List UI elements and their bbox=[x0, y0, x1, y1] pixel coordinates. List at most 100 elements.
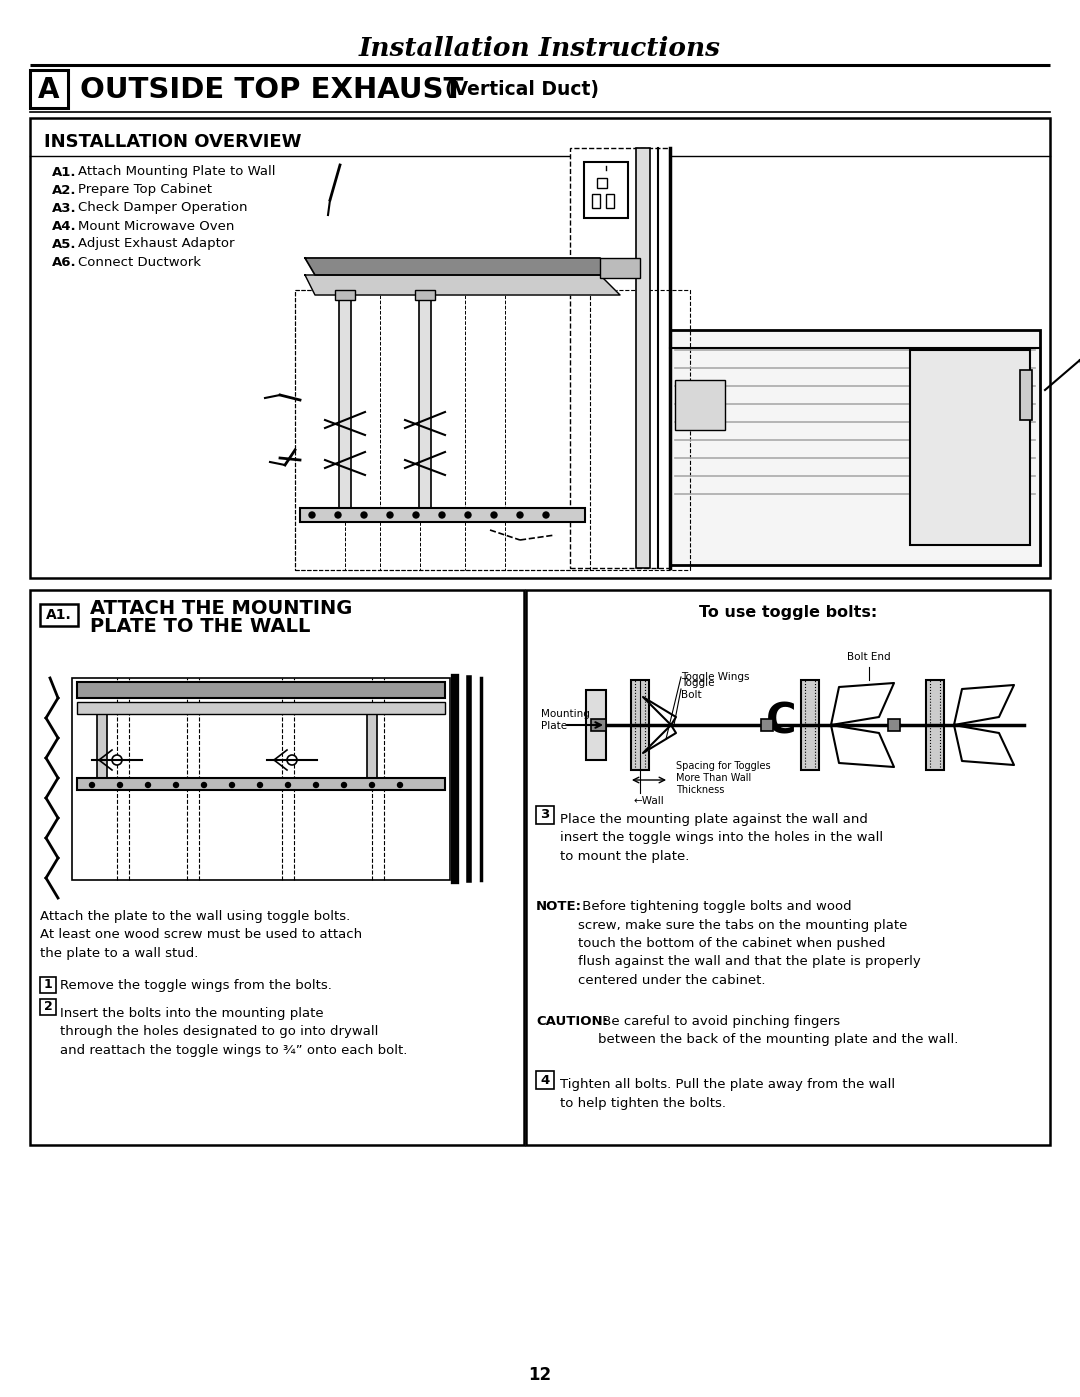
Text: 2: 2 bbox=[43, 1000, 52, 1013]
Bar bbox=[295, 291, 690, 570]
Bar bbox=[591, 719, 606, 731]
Circle shape bbox=[335, 511, 341, 518]
Circle shape bbox=[309, 511, 315, 518]
Polygon shape bbox=[831, 683, 894, 725]
Text: Installation Instructions: Installation Instructions bbox=[359, 35, 721, 60]
Text: Insert the bolts into the mounting plate
through the holes designated to go into: Insert the bolts into the mounting plate… bbox=[60, 1007, 407, 1058]
Bar bbox=[606, 194, 615, 208]
Text: INSTALLATION OVERVIEW: INSTALLATION OVERVIEW bbox=[44, 133, 301, 151]
Bar bbox=[77, 682, 445, 698]
Circle shape bbox=[397, 782, 403, 788]
Text: ATTACH THE MOUNTING: ATTACH THE MOUNTING bbox=[90, 598, 352, 617]
Text: Attach the plate to the wall using toggle bolts.
At least one wood screw must be: Attach the plate to the wall using toggl… bbox=[40, 909, 362, 960]
Circle shape bbox=[146, 782, 150, 788]
Text: 4: 4 bbox=[540, 1073, 550, 1087]
Bar bbox=[586, 690, 606, 760]
Circle shape bbox=[174, 782, 178, 788]
Circle shape bbox=[313, 782, 319, 788]
Circle shape bbox=[202, 782, 206, 788]
Bar bbox=[415, 291, 435, 300]
Text: PLATE TO THE WALL: PLATE TO THE WALL bbox=[90, 616, 310, 636]
Circle shape bbox=[517, 511, 523, 518]
Text: CAUTION:: CAUTION: bbox=[536, 1016, 608, 1028]
Text: Toggle
Bolt: Toggle Bolt bbox=[681, 678, 715, 700]
Bar bbox=[584, 162, 627, 218]
Bar bbox=[536, 1071, 554, 1090]
Text: A: A bbox=[38, 75, 59, 103]
Text: A3.: A3. bbox=[52, 201, 77, 215]
Text: A4.: A4. bbox=[52, 219, 77, 232]
Text: Toggle Wings: Toggle Wings bbox=[681, 672, 750, 682]
Text: 1: 1 bbox=[43, 978, 52, 992]
Bar bbox=[40, 604, 78, 626]
Circle shape bbox=[543, 511, 549, 518]
Bar bbox=[570, 148, 670, 569]
Text: (Vertical Duct): (Vertical Duct) bbox=[445, 81, 599, 99]
Bar bbox=[670, 330, 1040, 564]
Bar bbox=[675, 380, 725, 430]
Bar bbox=[801, 680, 819, 770]
Bar bbox=[526, 590, 1050, 1146]
Text: Bolt End: Bolt End bbox=[847, 652, 891, 662]
Bar bbox=[30, 70, 68, 108]
Bar bbox=[30, 117, 1050, 578]
Bar bbox=[300, 509, 585, 522]
Circle shape bbox=[413, 511, 419, 518]
Circle shape bbox=[257, 782, 262, 788]
Text: Connect Ductwork: Connect Ductwork bbox=[78, 256, 201, 268]
Text: Place the mounting plate against the wall and
insert the toggle wings into the h: Place the mounting plate against the wal… bbox=[561, 813, 883, 863]
Text: Mounting
Plate: Mounting Plate bbox=[541, 710, 590, 731]
Bar bbox=[30, 590, 524, 1146]
Bar bbox=[72, 678, 450, 880]
Bar bbox=[335, 291, 355, 300]
Circle shape bbox=[387, 511, 393, 518]
Bar bbox=[419, 300, 431, 520]
Text: 3: 3 bbox=[540, 809, 550, 821]
Bar bbox=[536, 806, 554, 824]
Circle shape bbox=[118, 782, 122, 788]
Polygon shape bbox=[954, 725, 1014, 766]
Text: Tighten all bolts. Pull the plate away from the wall
to help tighten the bolts.: Tighten all bolts. Pull the plate away f… bbox=[561, 1078, 895, 1109]
Text: NOTE:: NOTE: bbox=[536, 900, 582, 914]
Polygon shape bbox=[643, 697, 676, 725]
Text: Remove the toggle wings from the bolts.: Remove the toggle wings from the bolts. bbox=[60, 978, 332, 992]
Bar bbox=[77, 703, 445, 714]
Bar bbox=[367, 710, 377, 789]
Text: Before tightening toggle bolts and wood
screw, make sure the tabs on the mountin: Before tightening toggle bolts and wood … bbox=[578, 900, 921, 988]
Text: A1.: A1. bbox=[46, 608, 72, 622]
Text: OUTSIDE TOP EXHAUST: OUTSIDE TOP EXHAUST bbox=[80, 75, 463, 103]
Circle shape bbox=[341, 782, 347, 788]
Bar bbox=[600, 258, 640, 278]
Bar bbox=[636, 148, 650, 569]
Bar bbox=[295, 291, 590, 570]
Text: 12: 12 bbox=[528, 1366, 552, 1384]
Text: C: C bbox=[766, 700, 796, 742]
Circle shape bbox=[361, 511, 367, 518]
Text: Spacing for Toggles
More Than Wall
Thickness: Spacing for Toggles More Than Wall Thick… bbox=[676, 761, 771, 795]
Bar bbox=[926, 680, 944, 770]
Bar bbox=[910, 351, 1030, 545]
Text: Prepare Top Cabinet: Prepare Top Cabinet bbox=[78, 183, 212, 197]
Bar bbox=[40, 999, 56, 1016]
Bar bbox=[40, 977, 56, 993]
Text: Mount Microwave Oven: Mount Microwave Oven bbox=[78, 219, 234, 232]
Bar bbox=[592, 194, 600, 208]
Polygon shape bbox=[643, 725, 676, 753]
Circle shape bbox=[369, 782, 375, 788]
Circle shape bbox=[438, 511, 445, 518]
Circle shape bbox=[491, 511, 497, 518]
Circle shape bbox=[287, 754, 297, 766]
Text: A5.: A5. bbox=[52, 237, 77, 250]
Polygon shape bbox=[954, 685, 1014, 725]
Bar bbox=[1020, 370, 1032, 420]
Bar bbox=[97, 710, 107, 789]
Polygon shape bbox=[305, 275, 620, 295]
Text: ←Wall: ←Wall bbox=[633, 796, 664, 806]
Bar bbox=[631, 680, 649, 770]
Bar bbox=[888, 719, 900, 731]
Circle shape bbox=[465, 511, 471, 518]
Text: Adjust Exhaust Adaptor: Adjust Exhaust Adaptor bbox=[78, 237, 234, 250]
Circle shape bbox=[285, 782, 291, 788]
Circle shape bbox=[229, 782, 234, 788]
Text: A6.: A6. bbox=[52, 256, 77, 268]
